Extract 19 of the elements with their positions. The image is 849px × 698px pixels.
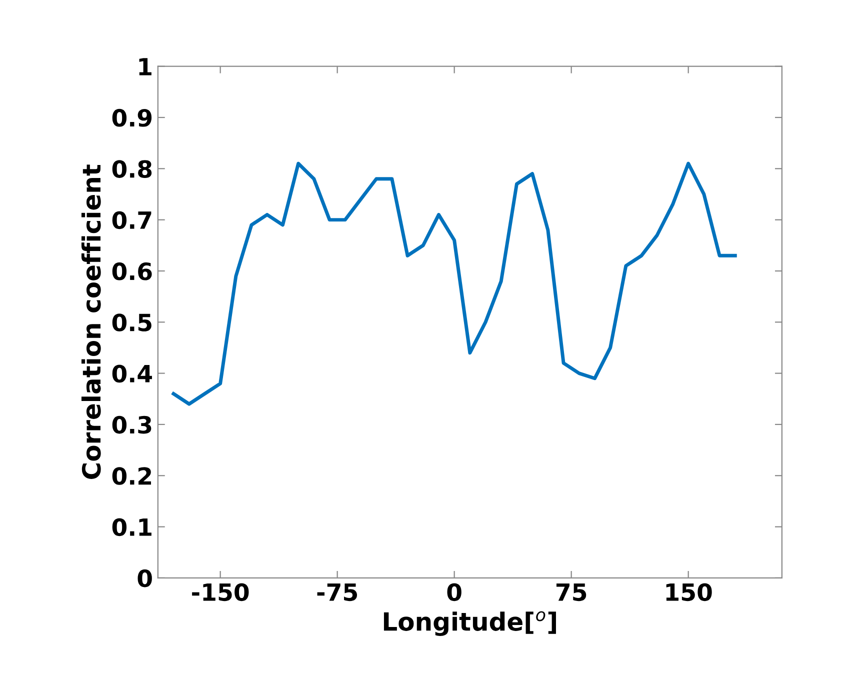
y-tick-label: 0.8 (112, 160, 152, 178)
line-series (172, 162, 737, 406)
y-tick-label: 1 (139, 58, 152, 76)
x-tick-label: 75 (556, 584, 586, 602)
y-tick-label: 0.2 (112, 467, 152, 485)
x-tick-label: -150 (192, 583, 249, 602)
y-tick-label: 0.1 (112, 518, 152, 536)
y-tick-label: 0.6 (112, 262, 152, 280)
y-tick-label: 0.5 (112, 314, 152, 332)
y-tick-label: 0.7 (112, 211, 152, 230)
x-tick-label: 0 (447, 583, 462, 602)
x-tick-label: 150 (666, 583, 712, 602)
y-tick-label: 0 (138, 569, 152, 588)
y-tick-label: 0.4 (112, 364, 152, 383)
y-tick-label: 0.3 (112, 416, 152, 434)
y-tick-label: 0.9 (112, 108, 152, 127)
x-tick-label: -75 (317, 584, 357, 602)
y-axis-title: Correlation coefficient (81, 164, 101, 479)
x-axis-title: Longitude[$^{o}$] (384, 611, 556, 636)
